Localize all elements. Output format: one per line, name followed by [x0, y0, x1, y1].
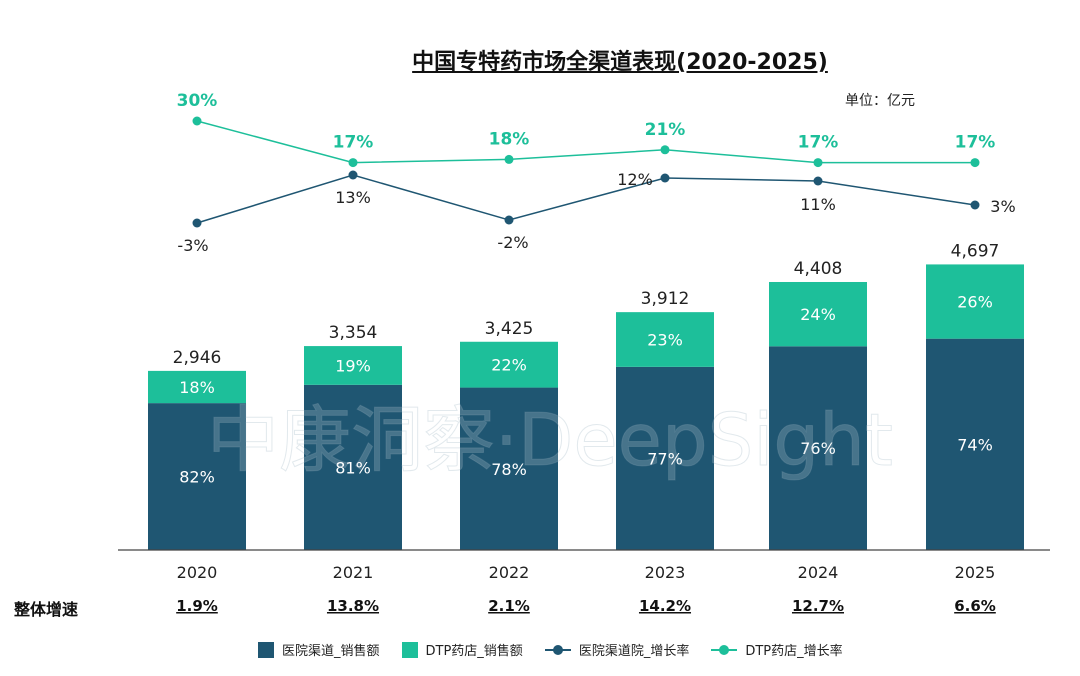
overall-growth-value: 1.9% — [176, 597, 218, 615]
bar-label-dtp: 19% — [335, 356, 371, 375]
bar-label-dtp: 22% — [491, 356, 527, 375]
bar-label-hospital: 77% — [647, 449, 683, 468]
total-label: 4,697 — [951, 241, 1000, 261]
hospital-growth-label: -2% — [497, 233, 528, 252]
overall-growth-value: 12.7% — [792, 597, 844, 615]
dtp-growth-point — [813, 158, 823, 168]
dtp-growth-point — [504, 154, 514, 164]
hospital-growth-point — [813, 176, 823, 186]
bar-label-hospital: 82% — [179, 468, 215, 487]
dtp-growth-label: 30% — [177, 91, 218, 111]
bar-label-hospital: 76% — [800, 439, 836, 458]
bar-label-hospital: 81% — [335, 458, 371, 477]
legend-label: DTP药店_销售额 — [425, 644, 523, 659]
hospital-growth-point — [192, 218, 202, 228]
watermark: 中康洞察·DeepSight — [207, 398, 893, 482]
x-tick-label: 2022 — [489, 563, 530, 582]
bar-label-dtp: 24% — [800, 305, 836, 324]
hospital-growth-point — [970, 200, 980, 210]
dtp-growth-label: 17% — [333, 133, 374, 153]
hospital-growth-label: 13% — [335, 188, 371, 207]
bar-dtp — [926, 264, 1024, 339]
unit-label: 单位：亿元 — [845, 93, 915, 109]
bar-dtp — [769, 281, 867, 347]
total-label: 3,912 — [641, 289, 690, 309]
legend: 医院渠道_销售额 DTP药店_销售额 医院渠道院_增长率 DTP药店_增长率 — [258, 640, 865, 659]
x-tick-label: 2020 — [177, 563, 218, 582]
hospital-growth-label: -3% — [177, 236, 208, 255]
dtp-growth-point — [348, 158, 358, 168]
x-tick-label: 2025 — [955, 563, 996, 582]
legend-dtp-growth: DTP药店_增长率 — [711, 640, 843, 659]
bar-dtp — [148, 370, 246, 404]
dtp-growth-label: 17% — [798, 133, 839, 153]
total-label: 2,946 — [173, 348, 222, 368]
total-label: 4,408 — [794, 259, 843, 279]
bar-hospital — [926, 338, 1024, 550]
x-tick-label: 2024 — [798, 563, 839, 582]
bar-hospital — [769, 346, 867, 550]
overall-growth-value: 2.1% — [488, 597, 530, 615]
x-tick-label: 2023 — [645, 563, 686, 582]
hospital-growth-label: 11% — [800, 195, 836, 214]
dtp-growth-label: 17% — [955, 133, 996, 153]
bar-hospital — [304, 384, 402, 550]
hospital-growth-line — [196, 174, 976, 224]
total-label: 3,425 — [485, 319, 534, 339]
bar-dtp — [616, 312, 714, 367]
x-tick-label: 2021 — [333, 563, 374, 582]
hospital-growth-label: 3% — [990, 197, 1015, 216]
dtp-growth-line — [196, 120, 975, 164]
overall-growth-value: 6.6% — [954, 597, 996, 615]
bar-hospital — [460, 387, 558, 550]
hospital-growth-point — [504, 215, 514, 225]
bar-hospital — [616, 366, 714, 550]
overall-growth-value: 14.2% — [639, 597, 691, 615]
dtp-growth-point — [192, 116, 202, 126]
chart-title: 中国专特药市场全渠道表现(2020-2025) — [412, 50, 828, 75]
legend-dtp-sales: DTP药店_销售额 — [401, 640, 523, 659]
dtp-growth-label: 18% — [489, 129, 530, 149]
legend-label: 医院渠道_销售额 — [282, 644, 380, 659]
hospital-growth-point — [660, 173, 670, 183]
legend-label: DTP药店_增长率 — [745, 644, 843, 659]
bar-label-hospital: 74% — [957, 435, 993, 454]
bar-hospital — [148, 403, 246, 550]
bar-label-dtp: 23% — [647, 331, 683, 350]
legend-hospital-sales: 医院渠道_销售额 — [258, 640, 380, 659]
overall-growth-value: 13.8% — [327, 597, 379, 615]
bar-dtp — [460, 341, 558, 388]
bar-dtp — [304, 346, 402, 385]
hospital-growth-label: 12% — [617, 170, 653, 189]
total-label: 3,354 — [329, 323, 378, 343]
bar-label-dtp: 26% — [957, 293, 993, 312]
overall-growth-label: 整体增速 — [14, 600, 79, 619]
legend-label: 医院渠道院_增长率 — [578, 644, 690, 659]
dtp-growth-point — [970, 158, 980, 168]
dtp-growth-label: 21% — [645, 120, 686, 140]
legend-hospital-growth: 医院渠道院_增长率 — [544, 640, 690, 659]
hospital-growth-point — [348, 170, 358, 180]
bar-label-hospital: 78% — [491, 460, 527, 479]
bar-label-dtp: 18% — [179, 378, 215, 397]
dtp-growth-point — [660, 145, 670, 155]
